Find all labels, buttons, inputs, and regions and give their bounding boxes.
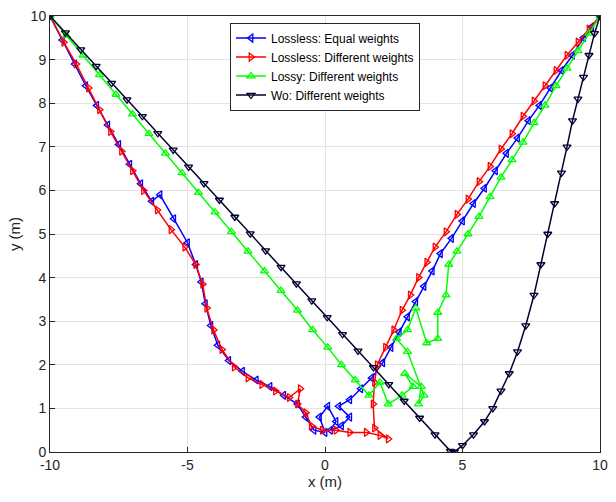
svg-text:5: 5: [459, 457, 467, 473]
svg-text:5: 5: [38, 226, 46, 242]
svg-text:2: 2: [38, 357, 46, 373]
svg-text:1: 1: [38, 400, 46, 416]
svg-text:6: 6: [38, 182, 46, 198]
svg-text:0: 0: [38, 444, 46, 460]
svg-text:Lossless: Equal weights: Lossless: Equal weights: [271, 32, 399, 46]
svg-text:x (m): x (m): [308, 473, 342, 490]
svg-text:9: 9: [38, 52, 46, 68]
svg-text:Lossy: Different weights: Lossy: Different weights: [271, 70, 398, 84]
svg-text:8: 8: [38, 95, 46, 111]
svg-text:Lossless: Different weights: Lossless: Different weights: [271, 51, 414, 65]
svg-text:-5: -5: [181, 457, 194, 473]
svg-text:-10: -10: [40, 457, 60, 473]
svg-text:y (m): y (m): [6, 217, 23, 251]
svg-text:4: 4: [38, 270, 46, 286]
svg-text:7: 7: [38, 139, 46, 155]
svg-text:3: 3: [38, 313, 46, 329]
svg-text:10: 10: [592, 457, 608, 473]
svg-text:Wo: Different weights: Wo: Different weights: [271, 89, 385, 103]
svg-text:0: 0: [321, 457, 329, 473]
svg-text:10: 10: [31, 8, 47, 24]
